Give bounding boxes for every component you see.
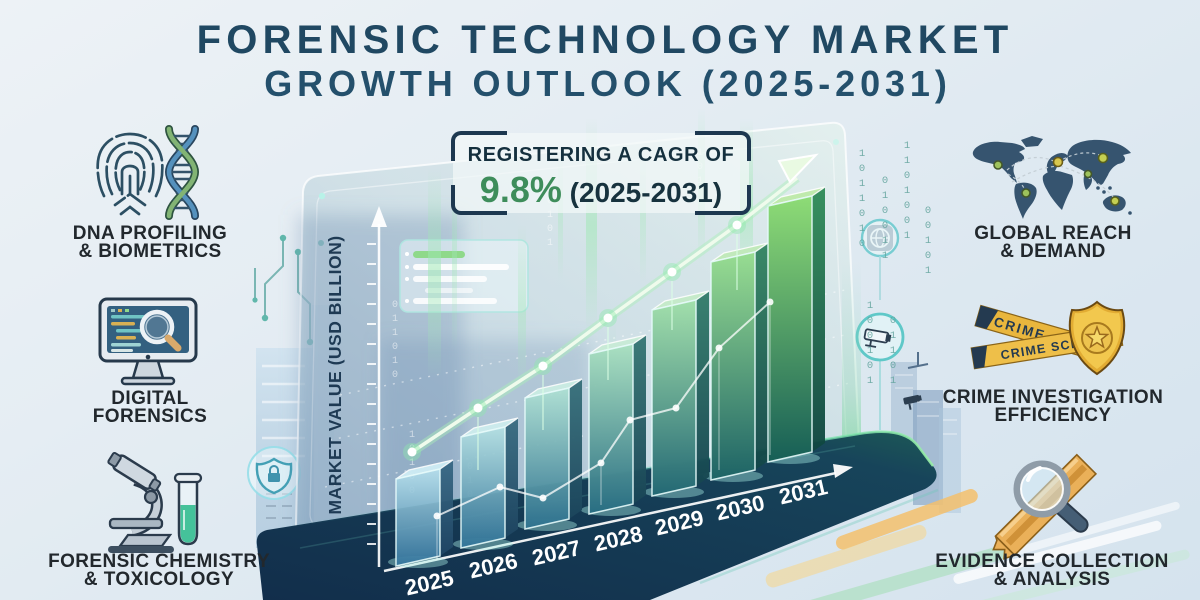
svg-text:00101: 00101 [922, 205, 934, 280]
svg-text:1011010: 1011010 [856, 148, 868, 253]
svg-text:100101: 100101 [864, 300, 876, 390]
svg-text:1101001: 1101001 [901, 140, 913, 245]
svg-text:MARKET VALUE (USD BILLION): MARKET VALUE (USD BILLION) [325, 235, 345, 514]
svg-text:01101: 01101 [887, 315, 899, 390]
svg-text:0101: 0101 [545, 196, 556, 252]
svg-text:10100: 10100 [407, 430, 418, 500]
svg-text:011010: 011010 [390, 300, 401, 384]
svg-text:010011: 010011 [879, 175, 891, 265]
